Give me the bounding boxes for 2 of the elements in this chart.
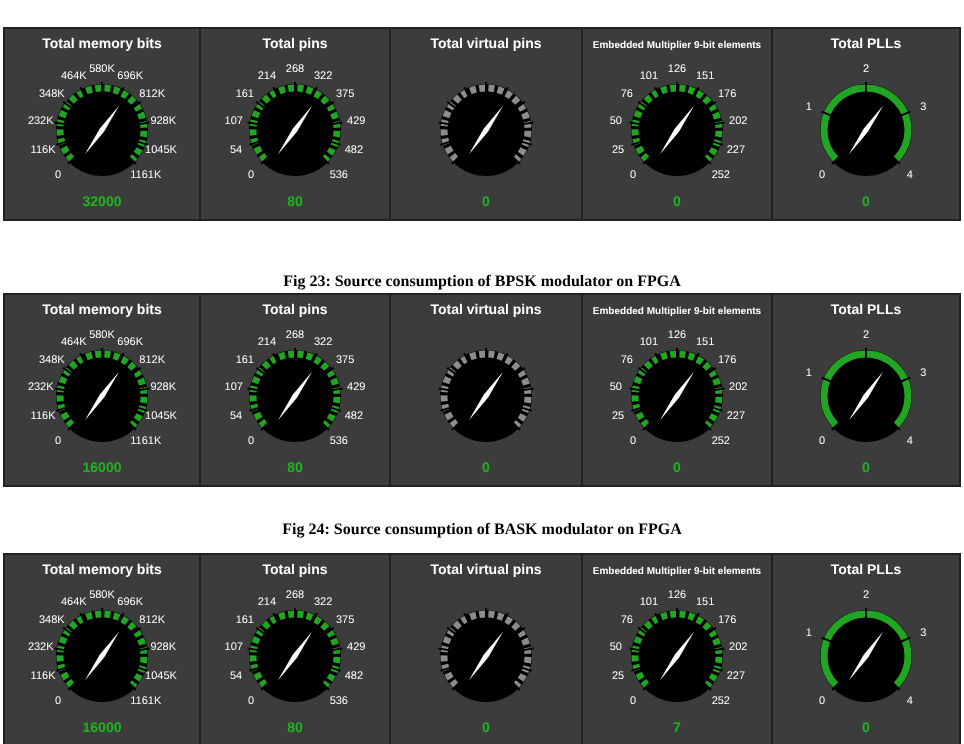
text: Fig 24: Source consumption of BASK modulator on FPGA — [282, 520, 683, 538]
text: Fig 23: Source consumption of BPSK modulator on FPGA — [283, 272, 682, 290]
